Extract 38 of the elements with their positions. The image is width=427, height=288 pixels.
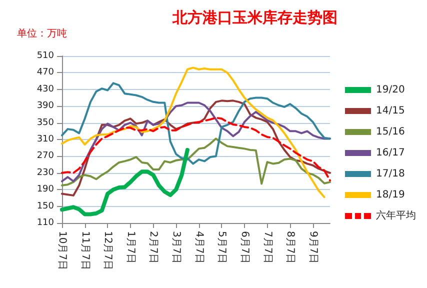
- x-tick-label: 9月7日: [307, 231, 318, 264]
- legend-label: 19/20: [376, 84, 405, 96]
- y-tick-label: 350: [36, 118, 54, 128]
- x-tick-label: 12月7日: [102, 231, 114, 270]
- line-series: [61, 116, 331, 182]
- x-tick-label: 2月7日: [148, 231, 159, 264]
- line-series: [61, 82, 331, 165]
- y-tick-label: 510: [36, 51, 54, 61]
- chart-title: 北方港口玉米库存走势图: [172, 8, 338, 26]
- legend-label: 14/15: [376, 106, 405, 116]
- y-tick-label: 270: [36, 151, 54, 162]
- x-tick-label: 3月7日: [170, 231, 182, 264]
- line-series: [61, 100, 331, 196]
- x-tick-label: 7月7日: [262, 231, 273, 264]
- y-tick-label: 310: [36, 134, 54, 144]
- legend-label: 17/18: [376, 168, 405, 180]
- legend-label: 六年平均: [376, 210, 416, 222]
- x-tick-label: 6月7日: [238, 231, 250, 264]
- line-series: [61, 138, 331, 186]
- y-tick-label: 150: [36, 201, 54, 212]
- x-tick-label: 5月7日: [216, 231, 228, 264]
- x-tick-label: 10月7日: [56, 231, 68, 270]
- line-series: [60, 148, 190, 216]
- x-tick-label: 11月7日: [79, 231, 90, 270]
- y-tick-label: 190: [36, 184, 54, 195]
- y-tick-label: 390: [36, 101, 54, 112]
- x-tick-label: 4月7日: [193, 231, 204, 264]
- x-tick-label: 1月7日: [124, 231, 136, 264]
- legend-label: 15/16: [376, 126, 405, 138]
- legend-label: 18/19: [376, 190, 405, 200]
- x-tick-label: 8月7日: [284, 231, 296, 264]
- legend-label: 16/17: [376, 148, 405, 158]
- y-tick-label: 430: [36, 84, 54, 94]
- y-tick-label: 470: [36, 68, 54, 78]
- y-tick-label: 230: [36, 168, 54, 178]
- y-axis-title: 单位：万吨: [17, 28, 67, 40]
- line-series: [61, 66, 326, 198]
- y-tick-label: 110: [36, 218, 54, 228]
